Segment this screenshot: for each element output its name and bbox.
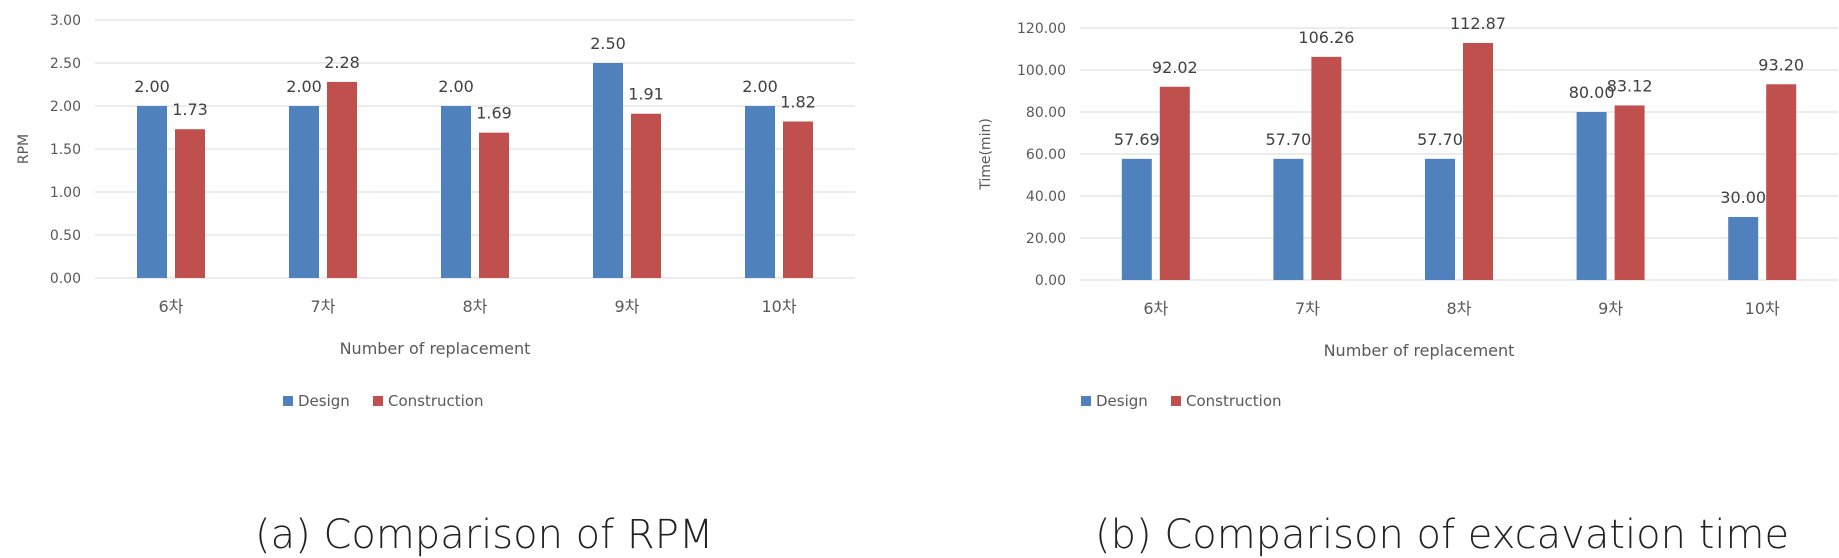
bar-construction bbox=[327, 81, 357, 278]
bar-design bbox=[1728, 217, 1759, 280]
legend-swatch-design bbox=[1081, 396, 1091, 406]
rpm-chart: 0.000.501.001.502.002.503.00RPM2.001.736… bbox=[16, 13, 855, 410]
caption-rpm: (a) Comparison of RPM bbox=[255, 512, 714, 558]
legend-label-design: Design bbox=[298, 392, 350, 410]
data-label: 57.70 bbox=[1417, 130, 1463, 149]
data-label: 1.82 bbox=[780, 92, 816, 111]
y-tick-label: 1.50 bbox=[50, 142, 81, 158]
bar-design bbox=[1425, 158, 1455, 280]
bar-construction bbox=[1614, 105, 1645, 280]
legend-swatch-construction bbox=[373, 396, 383, 406]
x-tick-label: 7차 bbox=[311, 297, 336, 316]
data-label: 1.69 bbox=[476, 104, 512, 123]
data-label: 2.00 bbox=[134, 77, 170, 96]
data-label: 30.00 bbox=[1720, 188, 1766, 207]
data-label: 2.28 bbox=[324, 53, 360, 72]
legend-swatch-design bbox=[283, 396, 293, 406]
data-label: 2.50 bbox=[590, 34, 626, 53]
legend-label-construction: Construction bbox=[388, 392, 484, 410]
data-label: 2.00 bbox=[438, 77, 474, 96]
y-tick-label: 60.00 bbox=[1026, 147, 1066, 163]
y-tick-label: 100.00 bbox=[1017, 63, 1066, 79]
bar-construction bbox=[783, 121, 813, 278]
x-tick-label: 9차 bbox=[1598, 299, 1623, 318]
x-tick-label: 8차 bbox=[463, 297, 488, 316]
x-tick-label: 6차 bbox=[1143, 299, 1168, 318]
data-label: 1.73 bbox=[172, 100, 208, 119]
data-label: 106.26 bbox=[1298, 28, 1354, 47]
y-tick-label: 2.00 bbox=[50, 99, 81, 115]
bar-design bbox=[1121, 158, 1152, 280]
y-axis-label: Time(min) bbox=[978, 118, 994, 191]
bar-construction bbox=[1463, 42, 1493, 281]
data-label: 83.12 bbox=[1607, 76, 1653, 95]
x-tick-label: 7차 bbox=[1295, 299, 1320, 318]
y-tick-label: 0.00 bbox=[1035, 273, 1066, 289]
data-label: 57.69 bbox=[1114, 130, 1160, 149]
caption-excavation-time: (b) Comparison of excavation time bbox=[1095, 512, 1790, 558]
data-label: 80.00 bbox=[1569, 83, 1615, 102]
x-tick-label: 10차 bbox=[761, 297, 796, 316]
data-label: 1.91 bbox=[628, 85, 664, 104]
data-label: 93.20 bbox=[1758, 55, 1804, 74]
legend-swatch-construction bbox=[1171, 396, 1181, 406]
data-label: 2.00 bbox=[286, 77, 322, 96]
bar-design bbox=[441, 106, 471, 278]
bar-construction bbox=[175, 129, 205, 278]
x-tick-label: 8차 bbox=[1447, 299, 1472, 318]
x-tick-label: 6차 bbox=[159, 297, 184, 316]
y-tick-label: 80.00 bbox=[1026, 105, 1066, 121]
data-label: 92.02 bbox=[1152, 58, 1198, 77]
y-tick-label: 20.00 bbox=[1026, 231, 1066, 247]
x-tick-label: 10차 bbox=[1745, 299, 1780, 318]
data-label: 2.00 bbox=[742, 77, 778, 96]
bar-design bbox=[137, 106, 167, 278]
x-tick-label: 9차 bbox=[615, 297, 640, 316]
bar-construction bbox=[479, 132, 509, 278]
legend-label-construction: Construction bbox=[1186, 392, 1282, 410]
data-label: 57.70 bbox=[1265, 130, 1311, 149]
bar-construction bbox=[1311, 56, 1342, 280]
bar-construction bbox=[1159, 86, 1190, 281]
y-tick-label: 2.50 bbox=[50, 56, 81, 72]
y-tick-label: 0.50 bbox=[50, 228, 81, 244]
bar-design bbox=[1576, 112, 1607, 280]
y-tick-label: 120.00 bbox=[1017, 21, 1066, 37]
y-tick-label: 1.00 bbox=[50, 185, 81, 201]
bar-design bbox=[745, 106, 775, 278]
y-axis-label: RPM bbox=[16, 134, 32, 164]
x-axis-label: Number of replacement bbox=[1324, 341, 1515, 360]
y-tick-label: 0.00 bbox=[50, 271, 81, 287]
excavation-time-chart: 0.00 20.00 40.00 60.00 80.00 100.00 120.00 Time… bbox=[978, 14, 1838, 410]
x-axis-label: Number of replacement bbox=[340, 339, 531, 358]
y-tick-label: 40.00 bbox=[1026, 189, 1066, 205]
legend-label-design: Design bbox=[1096, 392, 1148, 410]
y-tick-label: 3.00 bbox=[50, 13, 81, 29]
bar-construction bbox=[631, 113, 661, 279]
bar-design bbox=[593, 63, 623, 278]
bar-construction bbox=[1766, 84, 1797, 280]
bar-design bbox=[289, 106, 319, 278]
bar-design bbox=[1273, 158, 1304, 280]
data-label: 112.87 bbox=[1450, 14, 1506, 33]
